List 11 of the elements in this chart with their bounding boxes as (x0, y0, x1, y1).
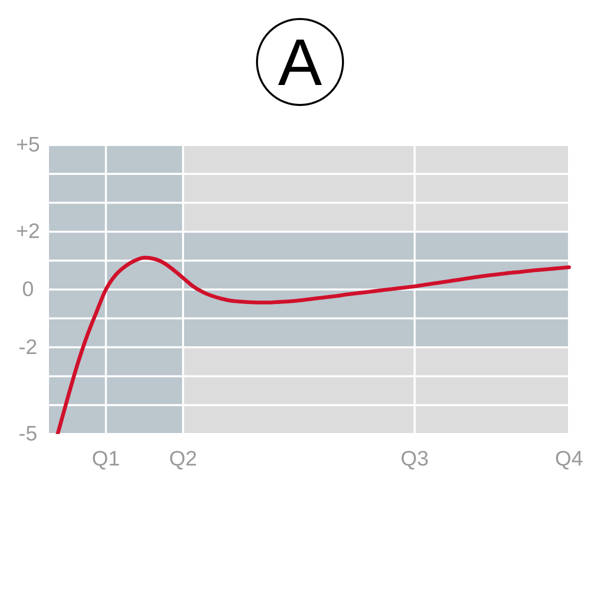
x-tick-label: Q2 (169, 448, 198, 470)
x-tick-label: Q3 (400, 448, 429, 470)
y-tick-label: +2 (16, 220, 40, 244)
y-tick-label: 0 (22, 278, 34, 301)
y-tick-label: -2 (18, 336, 38, 359)
x-tick-label: Q4 (554, 448, 584, 470)
line-series (56, 256, 571, 434)
chart-title: A (278, 25, 322, 99)
y-tick-label: -5 (18, 422, 38, 446)
y-tick-label: +5 (16, 134, 40, 156)
x-tick-label: Q1 (92, 448, 120, 470)
